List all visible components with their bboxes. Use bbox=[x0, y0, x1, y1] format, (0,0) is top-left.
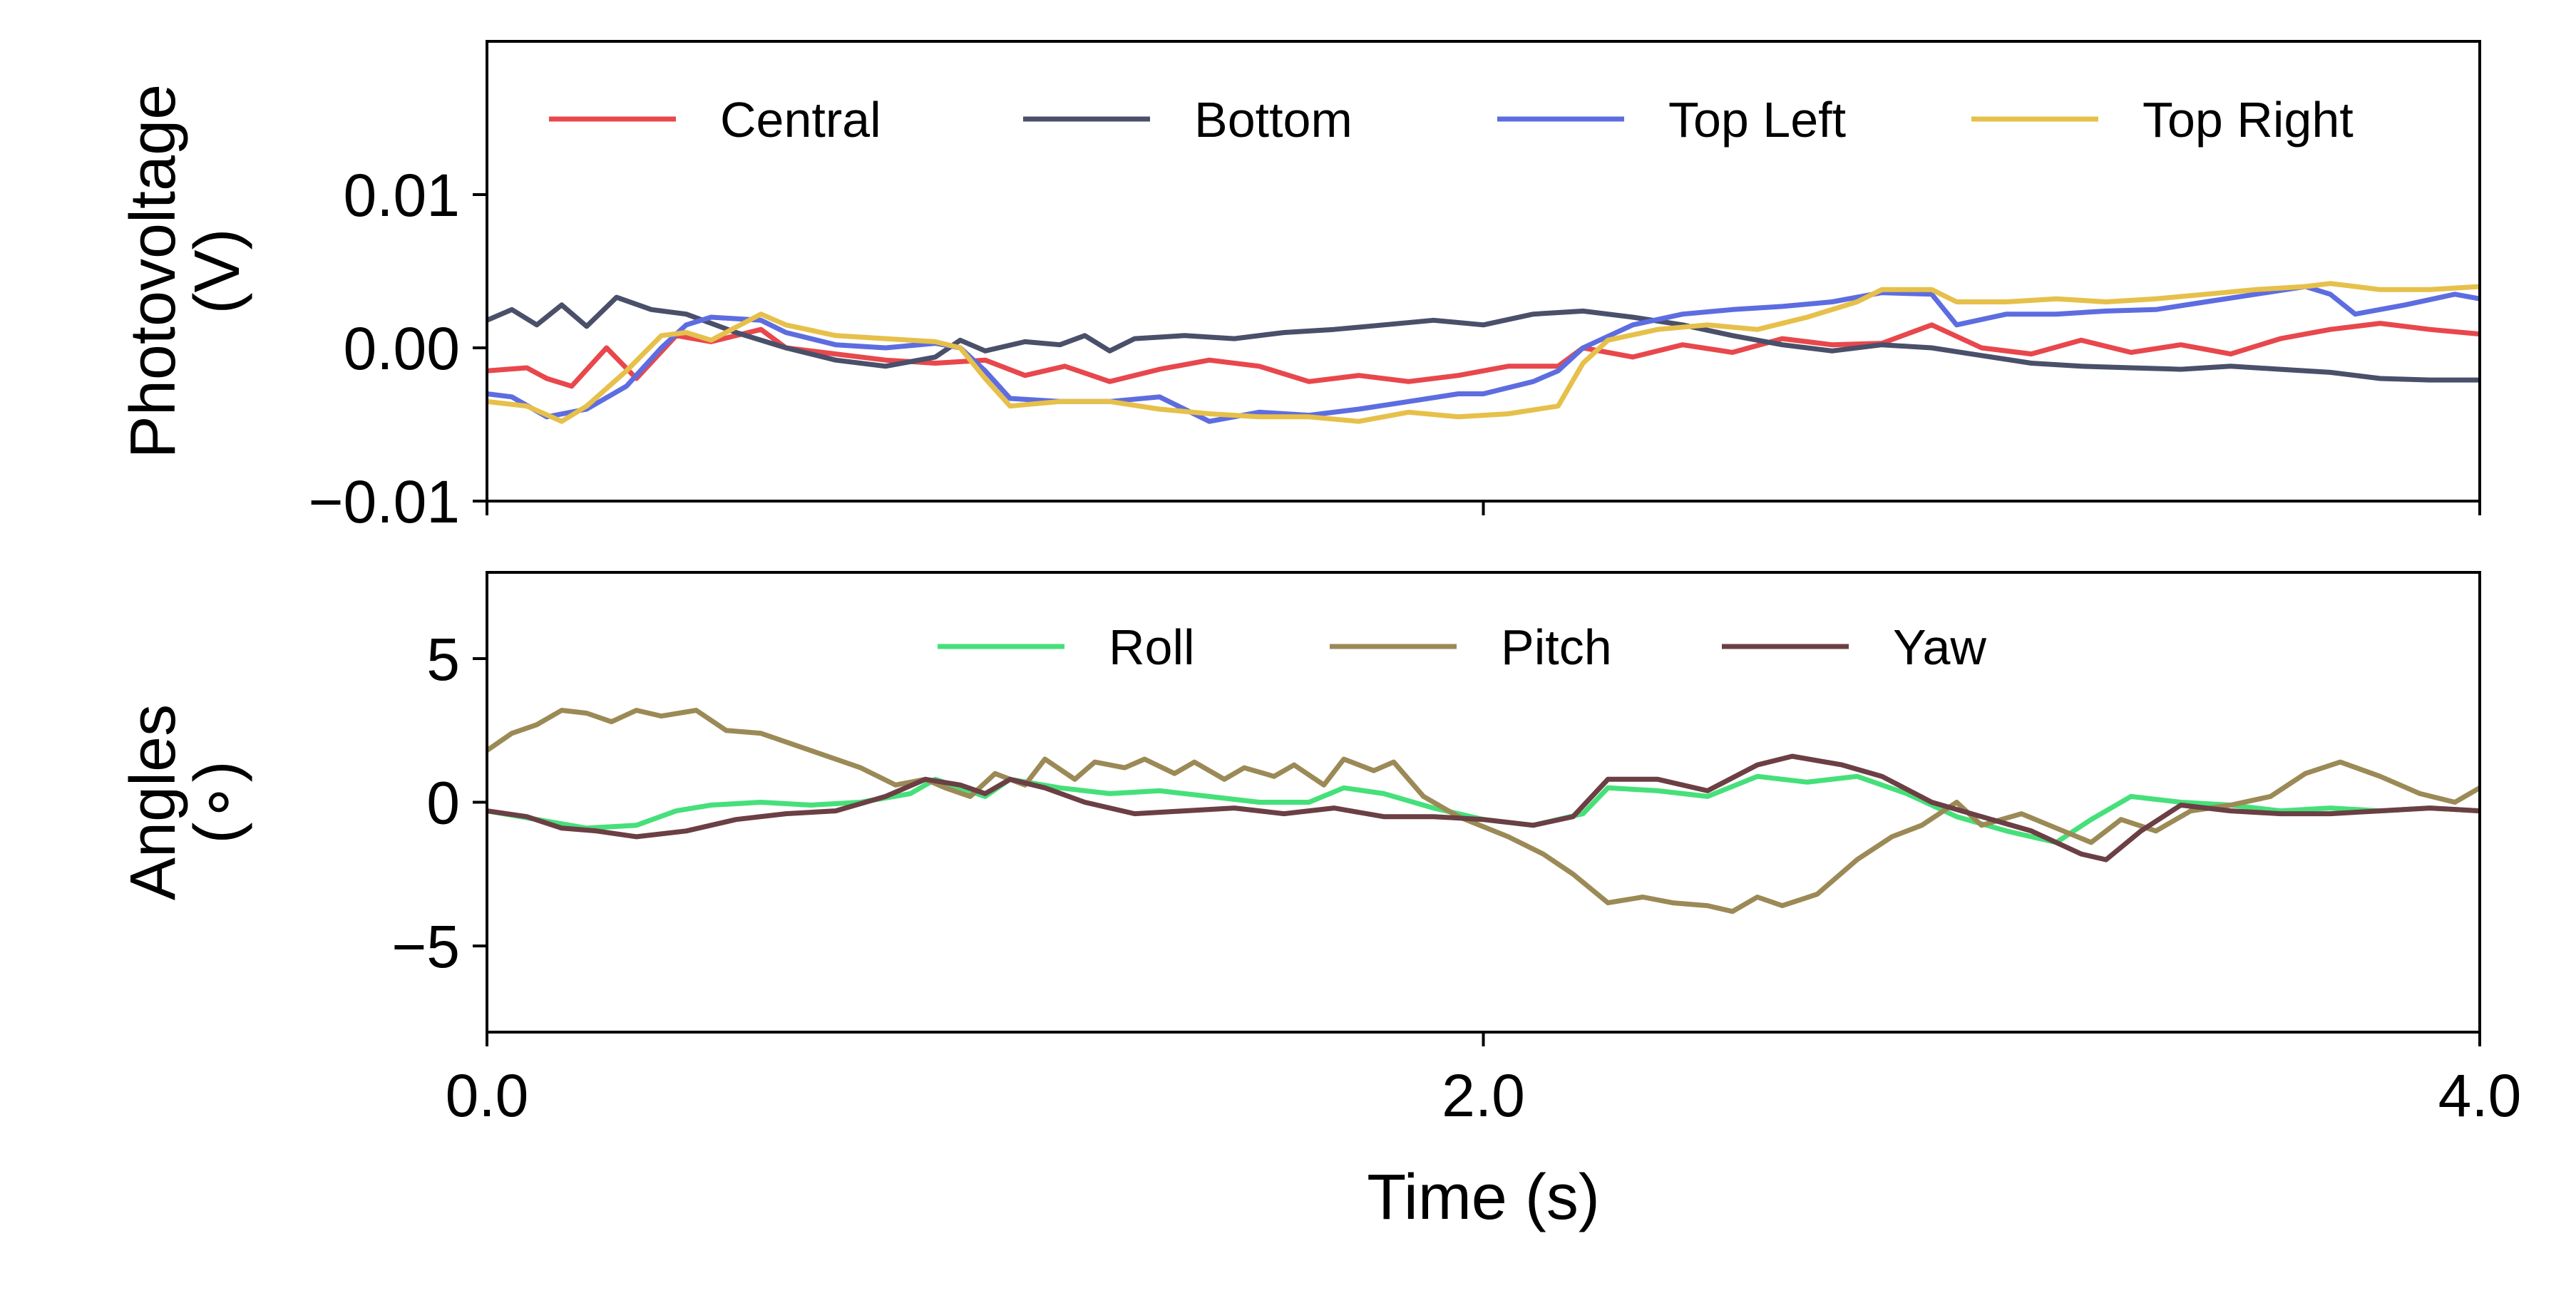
y-tick-label: 0.00 bbox=[344, 315, 461, 382]
y-tick-label: −0.01 bbox=[308, 468, 460, 535]
y-tick-label: 0 bbox=[426, 770, 460, 837]
angles-panel: −5 0 5 0.0 2.0 4.0 Angles(∘) Time (s) Roll Pitch Y… bbox=[118, 571, 2522, 1233]
photovoltage-panel: −0.01 0.00 0.01 Photovoltage(V) Central Botto… bbox=[118, 40, 2481, 535]
legend-label: Roll bbox=[1109, 619, 1195, 675]
legend-item-central: Central bbox=[549, 92, 881, 148]
y-axis-title: Angles(∘) bbox=[118, 704, 253, 900]
y-tick-label: 5 bbox=[426, 626, 460, 693]
y-axis-title: Photovoltage(V) bbox=[118, 84, 253, 458]
legend-label: Bottom bbox=[1194, 92, 1353, 148]
x-tick-label: 2.0 bbox=[1442, 1062, 1525, 1129]
legend-item-roll: Roll bbox=[938, 619, 1195, 675]
legend-item-top-left: Top Left bbox=[1497, 92, 1846, 148]
series-line-roll bbox=[487, 773, 2480, 845]
legend-item-bottom: Bottom bbox=[1023, 92, 1353, 148]
x-axis-title: Time (s) bbox=[1367, 1162, 1600, 1233]
legend-item-yaw: Yaw bbox=[1722, 619, 1986, 675]
legend-label: Yaw bbox=[1893, 619, 1986, 675]
series-line-yaw bbox=[487, 753, 2480, 862]
y-tick-label: 0.01 bbox=[344, 162, 461, 229]
legend-item-top-right: Top Right bbox=[1971, 92, 2354, 148]
x-tick-label: 4.0 bbox=[2438, 1062, 2522, 1129]
legend-label: Top Left bbox=[1668, 92, 1846, 148]
legend-label: Pitch bbox=[1501, 619, 1612, 675]
series-line-top-left bbox=[487, 284, 2480, 424]
legend-label: Top Right bbox=[2143, 92, 2354, 148]
series-line-central bbox=[487, 321, 2480, 389]
series-line-bottom bbox=[487, 294, 2480, 383]
series-line-pitch bbox=[487, 708, 2480, 915]
x-tick-label: 0.0 bbox=[446, 1062, 529, 1129]
series-line-top-right bbox=[487, 281, 2480, 424]
legend-label: Central bbox=[720, 92, 881, 148]
legend-item-pitch: Pitch bbox=[1330, 619, 1612, 675]
y-tick-label: −5 bbox=[391, 913, 460, 980]
